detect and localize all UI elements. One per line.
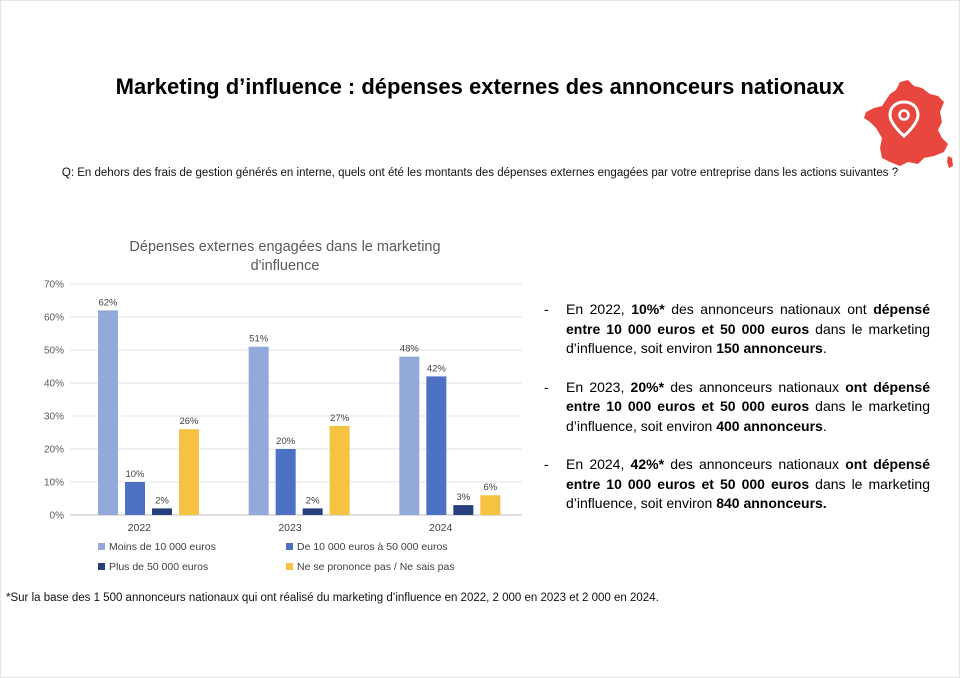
legend-label: Ne se prononce pas / Ne sais pas — [297, 561, 455, 573]
location-pin-icon — [888, 100, 920, 138]
finding-run: . — [822, 417, 827, 434]
finding-run: dans le marketing d’influence, soit envi… — [566, 398, 930, 434]
data-label: 42% — [427, 363, 447, 374]
bar-chart: Dépenses externes engagées dans le marke… — [44, 239, 522, 573]
bullet-dash: - — [544, 378, 549, 395]
bar — [248, 346, 269, 515]
data-label: 26% — [179, 416, 199, 427]
key-findings-list: - En 2022, 10%* des annonceurs nationaux… — [544, 300, 930, 533]
bar — [152, 508, 172, 515]
finding-run: En 2024, — [566, 456, 631, 472]
finding-2022: - En 2022, 10%* des annonceurs nationaux… — [544, 300, 930, 359]
data-label: 62% — [98, 297, 118, 308]
finding-run: En 2022, — [566, 301, 632, 317]
y-tick-label: 70% — [44, 280, 64, 291]
finding-bold-run: ont dépensé entre 10 000 euros et 50 000… — [566, 456, 930, 492]
finding-2024: - En 2024, 42%* des annonceurs nationaux… — [544, 455, 930, 514]
finding-bold-run: dépensé entre 10 000 euros et 50 000 eur… — [566, 301, 930, 337]
data-label: 6% — [483, 482, 497, 493]
finding-run: des annonceurs nationaux — [664, 378, 846, 395]
y-tick-label: 60% — [44, 313, 64, 324]
bar — [275, 449, 296, 515]
finding-text: En 2024, 42%* des annonceurs nationaux o… — [566, 455, 930, 514]
chart-title: d'influence — [251, 258, 320, 274]
y-tick-label: 0% — [50, 511, 65, 522]
y-tick-label: 20% — [44, 445, 64, 456]
finding-run: des annonceurs nationaux — [664, 456, 846, 472]
data-label: 27% — [330, 413, 350, 424]
data-label: 3% — [456, 492, 470, 503]
x-tick-label: 2024 — [429, 522, 453, 534]
legend-label: Plus de 50 000 euros — [109, 561, 208, 573]
y-tick-label: 10% — [44, 478, 64, 489]
legend-swatch — [286, 563, 293, 570]
y-tick-label: 50% — [44, 346, 64, 357]
location-pin-dot — [898, 109, 910, 121]
france-map-location-pin-icon — [864, 80, 953, 168]
finding-text: En 2023, 20%* des annonceurs nationaux o… — [566, 378, 930, 437]
finding-bold-run: ont dépensé entre 10 000 euros et 50 000… — [566, 378, 930, 415]
finding-run: dans le marketing d’influence, soit envi… — [566, 475, 930, 512]
finding-run: des annonceurs nationaux ont — [664, 301, 874, 317]
legend-label: Moins de 10 000 euros — [109, 541, 216, 553]
bar — [98, 310, 118, 515]
survey-question: Q: En dehors des frais de gestion généré… — [61, 167, 899, 179]
bar — [426, 376, 447, 515]
legend-swatch — [98, 563, 105, 570]
finding-run: dans le marketing d’influence, soit envi… — [566, 320, 930, 357]
finding-bold-run: 400 annonceurs — [716, 417, 823, 434]
bullet-dash: - — [544, 301, 549, 317]
finding-2023: - En 2023, 20%* des annonceurs nationaux… — [544, 378, 930, 437]
data-label: 2% — [306, 495, 320, 506]
finding-run: . — [822, 340, 827, 356]
data-label: 10% — [125, 469, 145, 480]
bar — [399, 356, 420, 515]
france-map-shape — [864, 80, 953, 168]
bar — [302, 508, 323, 515]
bar — [329, 425, 350, 515]
x-tick-label: 2023 — [278, 522, 302, 534]
bar — [125, 482, 145, 515]
finding-text: En 2022, 10%* des annonceurs nationaux o… — [566, 300, 930, 359]
finding-run: En 2023, — [566, 378, 631, 395]
bar — [179, 429, 199, 515]
x-tick-label: 2022 — [128, 522, 152, 534]
chart-title: Dépenses externes engagées dans le marke… — [129, 239, 440, 255]
y-tick-label: 40% — [44, 379, 64, 390]
finding-bold-run: 42%* — [630, 456, 665, 472]
data-label: 20% — [276, 436, 296, 447]
bullet-dash: - — [544, 456, 549, 472]
bar — [480, 495, 501, 515]
y-tick-label: 30% — [44, 412, 64, 423]
finding-bold-run: 150 annonceurs — [716, 340, 823, 356]
legend-swatch — [286, 543, 293, 550]
finding-bold-run: 840 annonceurs. — [716, 495, 827, 511]
finding-bold-run: 10%* — [631, 301, 665, 317]
page-title: Marketing d’influence : dépenses externe… — [115, 74, 845, 99]
data-label: 2% — [155, 495, 169, 506]
legend-swatch — [98, 543, 105, 550]
data-label: 48% — [400, 344, 420, 355]
footnote: *Sur la base des 1 500 annonceurs nation… — [6, 592, 659, 604]
finding-bold-run: 20%* — [630, 378, 665, 395]
data-label: 51% — [249, 334, 269, 345]
bar — [453, 505, 474, 515]
legend-label: De 10 000 euros à 50 000 euros — [297, 541, 448, 553]
